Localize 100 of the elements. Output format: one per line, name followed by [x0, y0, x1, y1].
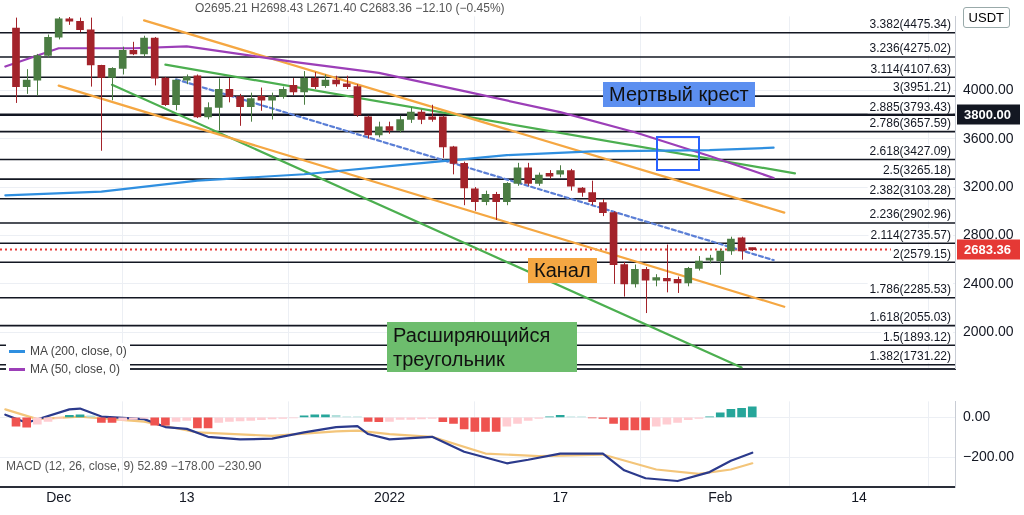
bar — [214, 417, 224, 423]
ref-line-label: 3.382(4475.34) — [869, 17, 951, 32]
legend-label: MA (200, close, 0) — [30, 344, 127, 358]
bar — [385, 417, 394, 422]
bar — [171, 417, 181, 422]
bar — [395, 417, 405, 420]
candlestick — [342, 75, 351, 90]
candlestick — [278, 86, 287, 100]
candlestick — [556, 164, 565, 178]
candlestick — [246, 92, 255, 123]
ref-line-label: 3800.00 — [964, 107, 1011, 123]
bar — [673, 417, 682, 423]
bar — [438, 417, 448, 423]
bar — [22, 417, 32, 428]
x-tick-label: Dec — [46, 489, 72, 506]
bar — [235, 417, 245, 422]
bar — [97, 417, 106, 423]
y-tick-label: 4000.00 — [963, 81, 1014, 98]
candlestick — [492, 191, 500, 221]
bar — [459, 417, 469, 430]
candlestick — [54, 16, 63, 40]
ref-line-label: 1.5(1893.12) — [882, 329, 951, 344]
ref-line-label: 2683.36 — [964, 242, 1011, 258]
ref-line-label: 2.382(3103.28) — [869, 183, 951, 198]
candlestick — [748, 247, 757, 252]
ref-line-label: 3.236(4275.02) — [869, 41, 951, 56]
y-tick-label: 0.00 — [963, 408, 991, 425]
candlestick — [364, 115, 372, 140]
candlestick — [588, 180, 597, 206]
bar — [662, 417, 672, 425]
bar — [609, 417, 618, 424]
annotation: Расширяющийся треугольник — [387, 322, 577, 372]
bar — [257, 417, 266, 421]
annotation: Мертвый крест — [603, 82, 755, 107]
bar — [641, 417, 650, 431]
bar — [107, 417, 117, 423]
bar — [225, 417, 234, 422]
bar — [193, 417, 202, 429]
bar — [150, 417, 160, 426]
candlestick — [684, 266, 693, 287]
bar — [374, 417, 384, 423]
x-tick-label: Feb — [708, 489, 733, 506]
candlestick — [150, 36, 159, 86]
x-tick-label: 14 — [851, 489, 867, 506]
x-tick-label: 2022 — [373, 489, 406, 506]
candlestick — [76, 17, 84, 33]
bar — [43, 417, 53, 422]
ref-line-label: 2.885(3793.43) — [869, 99, 951, 114]
bar — [747, 406, 757, 418]
y-axis-title: USDT — [962, 7, 1010, 28]
bar — [161, 417, 170, 426]
bar — [65, 415, 74, 418]
candlestick — [236, 93, 244, 127]
candlestick — [12, 17, 20, 104]
bar — [203, 417, 213, 429]
ref-line-label: 2.114(2735.57) — [870, 227, 951, 242]
x-tick-label: 17 — [552, 489, 569, 506]
bar — [11, 417, 21, 427]
bar — [555, 415, 565, 418]
y-tick-label: 3600.00 — [963, 129, 1014, 146]
bar — [502, 417, 512, 427]
candlestick — [620, 261, 629, 298]
bar — [470, 417, 480, 432]
bar — [513, 417, 522, 424]
candlestick — [108, 66, 116, 101]
candlestick — [396, 115, 404, 134]
candlestick — [438, 115, 447, 159]
candlestick — [524, 162, 533, 187]
annotation: MACD (12, 26, close, 9) 52.89 −178.00 −230.90 — [6, 459, 262, 473]
candlestick — [310, 71, 319, 90]
candlestick — [503, 181, 511, 206]
bar — [182, 417, 192, 421]
bar — [726, 409, 736, 418]
candlestick — [535, 172, 543, 187]
ref-line-label: 1.786(2285.53) — [869, 282, 951, 297]
candlestick — [428, 104, 436, 123]
bar — [363, 417, 373, 422]
bar — [129, 417, 138, 420]
ref-line-label: 3.114(4107.63) — [870, 61, 951, 76]
text: O2695.21 H2698.43 L2671.40 C2683.36 −12.10 (−0.45%) — [195, 1, 505, 15]
y-tick-label: 2400.00 — [963, 274, 1014, 291]
bar — [523, 417, 533, 421]
bar — [491, 417, 501, 432]
bar — [449, 417, 458, 424]
bar — [630, 417, 640, 431]
bar — [619, 417, 629, 431]
candlestick — [22, 68, 31, 95]
candlestick — [118, 46, 127, 75]
ref-line-label: 1.618(2055.03) — [869, 309, 951, 324]
candlestick — [652, 273, 661, 287]
ref-line-label: 3(3951.21) — [892, 80, 951, 95]
candlestick — [567, 168, 575, 192]
bar — [715, 412, 725, 418]
candlestick — [86, 17, 95, 88]
candlestick — [204, 101, 212, 120]
bar — [737, 408, 746, 418]
bar — [406, 417, 416, 420]
candlestick — [460, 161, 468, 206]
ref-line-label: 2.618(3427.09) — [869, 143, 951, 158]
candlestick — [599, 198, 607, 217]
